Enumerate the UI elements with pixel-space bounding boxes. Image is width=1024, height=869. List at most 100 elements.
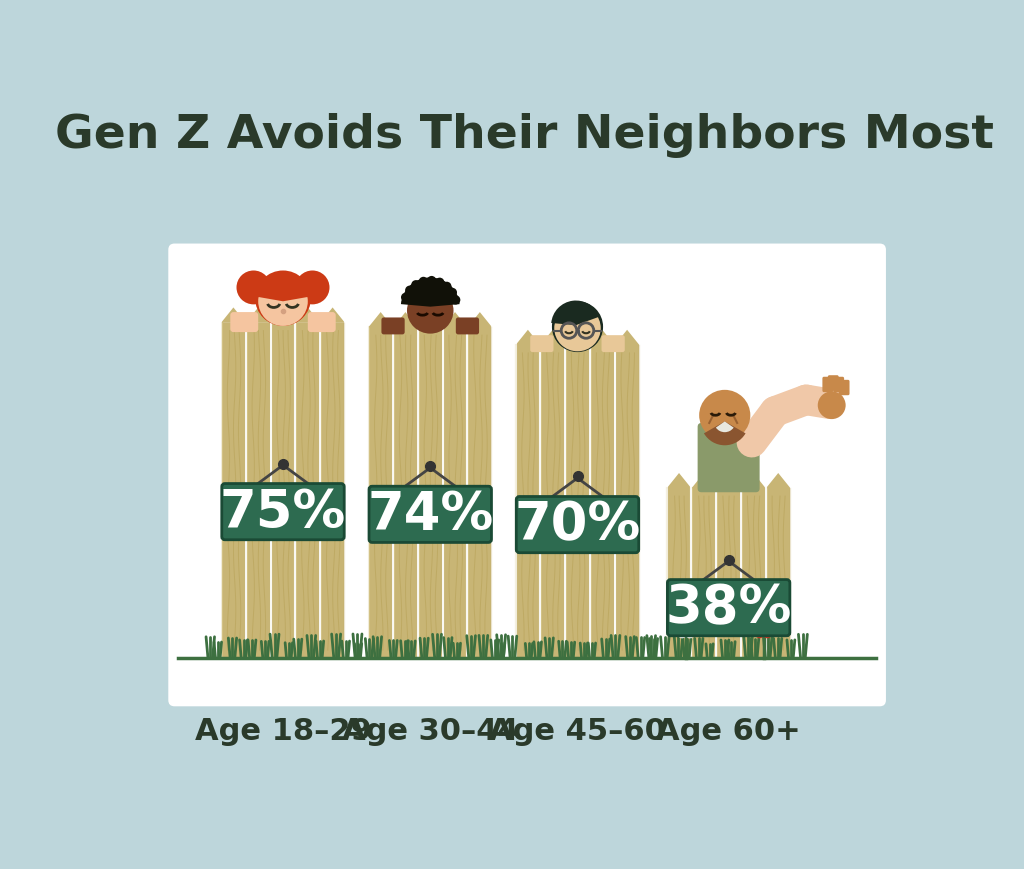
Circle shape — [427, 276, 436, 286]
Circle shape — [767, 623, 776, 632]
Bar — [741, 489, 766, 658]
Circle shape — [255, 271, 311, 327]
Bar — [221, 323, 246, 658]
Polygon shape — [667, 474, 691, 489]
Bar — [590, 346, 614, 658]
Circle shape — [681, 622, 691, 633]
Circle shape — [755, 629, 764, 639]
Circle shape — [407, 289, 454, 335]
Circle shape — [674, 623, 683, 632]
FancyBboxPatch shape — [516, 497, 639, 553]
Bar — [614, 346, 640, 658]
Polygon shape — [467, 313, 493, 328]
FancyBboxPatch shape — [456, 318, 479, 335]
FancyBboxPatch shape — [839, 381, 850, 395]
Bar — [393, 328, 418, 658]
Wedge shape — [256, 275, 309, 302]
Circle shape — [412, 281, 421, 290]
Wedge shape — [703, 422, 745, 446]
Circle shape — [447, 289, 457, 298]
Circle shape — [419, 277, 428, 287]
Bar — [766, 489, 791, 658]
Text: Age 60+: Age 60+ — [656, 717, 801, 746]
Bar — [716, 489, 741, 658]
Circle shape — [763, 616, 772, 625]
Polygon shape — [221, 308, 246, 323]
Circle shape — [237, 271, 270, 305]
Wedge shape — [401, 278, 460, 308]
Polygon shape — [766, 474, 791, 489]
FancyBboxPatch shape — [369, 487, 492, 543]
Circle shape — [699, 390, 751, 441]
Polygon shape — [246, 308, 270, 323]
Wedge shape — [551, 302, 599, 326]
Polygon shape — [515, 330, 541, 346]
Polygon shape — [270, 308, 295, 323]
Circle shape — [295, 271, 330, 305]
Polygon shape — [590, 330, 614, 346]
FancyBboxPatch shape — [668, 580, 790, 636]
Polygon shape — [418, 313, 442, 328]
Text: 74%: 74% — [368, 488, 494, 541]
Text: 70%: 70% — [514, 499, 641, 551]
Bar — [541, 346, 565, 658]
Text: Gen Z Avoids Their Neighbors Most: Gen Z Avoids Their Neighbors Most — [55, 113, 994, 157]
Bar — [442, 328, 467, 658]
Bar — [418, 328, 442, 658]
Polygon shape — [393, 313, 418, 328]
FancyBboxPatch shape — [601, 335, 625, 353]
Circle shape — [685, 616, 694, 625]
Circle shape — [435, 278, 444, 288]
FancyBboxPatch shape — [827, 375, 839, 391]
Bar — [321, 323, 345, 658]
FancyBboxPatch shape — [222, 484, 344, 541]
Bar — [565, 346, 590, 658]
Circle shape — [451, 296, 461, 305]
Circle shape — [442, 282, 452, 292]
Circle shape — [758, 622, 769, 633]
Circle shape — [755, 616, 764, 625]
FancyBboxPatch shape — [530, 335, 554, 353]
FancyBboxPatch shape — [822, 377, 834, 393]
FancyBboxPatch shape — [381, 318, 404, 335]
Bar — [369, 328, 393, 658]
Circle shape — [678, 629, 687, 639]
Polygon shape — [295, 308, 321, 323]
Polygon shape — [541, 330, 565, 346]
Text: 75%: 75% — [220, 486, 346, 538]
FancyBboxPatch shape — [308, 313, 336, 333]
Bar — [270, 323, 295, 658]
Bar — [691, 489, 716, 658]
Text: 38%: 38% — [666, 582, 792, 634]
Text: Age 30–44: Age 30–44 — [342, 717, 518, 746]
FancyBboxPatch shape — [230, 313, 258, 333]
FancyBboxPatch shape — [834, 377, 844, 393]
Polygon shape — [614, 330, 640, 346]
Polygon shape — [716, 474, 741, 489]
Wedge shape — [716, 422, 733, 433]
Circle shape — [685, 629, 694, 639]
Polygon shape — [565, 330, 590, 346]
Bar — [515, 346, 541, 658]
Polygon shape — [369, 313, 393, 328]
Circle shape — [406, 286, 415, 295]
Bar — [667, 489, 691, 658]
Text: Age 45–60: Age 45–60 — [489, 717, 666, 746]
Polygon shape — [691, 474, 716, 489]
Bar — [246, 323, 270, 658]
Polygon shape — [321, 308, 345, 323]
Circle shape — [554, 306, 601, 352]
Bar — [295, 323, 321, 658]
FancyBboxPatch shape — [697, 423, 760, 493]
Circle shape — [818, 392, 846, 420]
Circle shape — [678, 616, 687, 625]
Bar — [467, 328, 493, 658]
Text: Age 18–29: Age 18–29 — [195, 717, 372, 746]
Polygon shape — [741, 474, 766, 489]
Circle shape — [401, 294, 411, 302]
Circle shape — [552, 302, 603, 353]
Circle shape — [689, 623, 698, 632]
Circle shape — [258, 277, 308, 327]
Circle shape — [751, 623, 761, 632]
Circle shape — [763, 629, 772, 639]
